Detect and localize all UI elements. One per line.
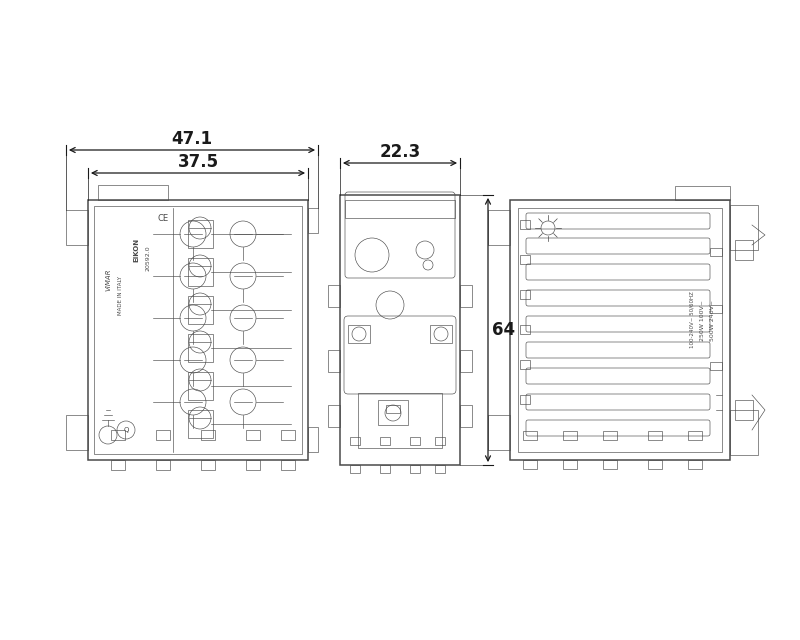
Bar (328, 285, 340, 307)
Bar (66, 210, 88, 245)
Bar (111, 460, 125, 470)
Bar (435, 465, 445, 473)
Bar (386, 405, 400, 413)
Bar (730, 205, 758, 250)
Bar (188, 372, 213, 400)
Bar (66, 415, 88, 450)
Bar (378, 400, 408, 425)
Bar (111, 430, 125, 440)
Bar (460, 285, 472, 307)
Bar (380, 437, 390, 445)
Bar (563, 460, 577, 469)
Bar (710, 362, 722, 370)
Bar (603, 431, 617, 440)
Bar (188, 220, 213, 248)
Text: VIMAR: VIMAR (105, 269, 111, 291)
Bar (188, 258, 213, 286)
Bar (648, 460, 662, 469)
Bar (710, 305, 722, 313)
Bar (281, 430, 295, 440)
Bar (520, 290, 530, 299)
Bar (328, 350, 340, 372)
Bar (520, 255, 530, 264)
Bar (460, 350, 472, 372)
Text: EIKON: EIKON (133, 238, 139, 262)
Bar (328, 405, 340, 427)
Bar (410, 465, 420, 473)
Bar (188, 296, 213, 324)
Bar (518, 208, 722, 452)
Bar (358, 393, 442, 448)
Bar (156, 460, 170, 470)
Bar (675, 186, 730, 200)
Text: 64: 64 (492, 321, 515, 339)
Bar (520, 360, 530, 369)
Bar (340, 195, 460, 465)
Text: 47.1: 47.1 (171, 130, 213, 148)
Bar (603, 460, 617, 469)
Bar (430, 325, 452, 343)
Bar (188, 410, 213, 438)
Text: 37.5: 37.5 (178, 153, 218, 171)
Bar (188, 334, 213, 362)
Bar (523, 431, 537, 440)
Bar (308, 208, 318, 233)
Bar (735, 240, 753, 260)
Bar (201, 430, 215, 440)
Bar (520, 220, 530, 229)
Bar (246, 430, 260, 440)
Text: 500W 240V~: 500W 240V~ (710, 300, 714, 340)
Bar (350, 437, 360, 445)
Bar (308, 427, 318, 452)
Bar (488, 210, 510, 245)
Bar (98, 185, 168, 200)
Bar (380, 465, 390, 473)
Bar (523, 460, 537, 469)
Bar (201, 460, 215, 470)
Bar (648, 431, 662, 440)
Bar (510, 200, 730, 460)
Bar (345, 200, 455, 218)
Bar (688, 431, 702, 440)
Text: 100-240V~ 50/60HZ: 100-240V~ 50/60HZ (690, 292, 694, 348)
Bar (688, 460, 702, 469)
Bar (520, 395, 530, 404)
Bar (410, 437, 420, 445)
Text: 20592.0: 20592.0 (146, 245, 150, 271)
Bar (281, 460, 295, 470)
Bar (246, 460, 260, 470)
Bar (563, 431, 577, 440)
Bar (730, 410, 758, 455)
Bar (94, 206, 302, 454)
Text: CE: CE (158, 214, 169, 223)
Text: MADE IN ITALY: MADE IN ITALY (118, 275, 122, 314)
Bar (488, 415, 510, 450)
Bar (435, 437, 445, 445)
Bar (710, 248, 722, 256)
Text: 250W 100V~: 250W 100V~ (699, 300, 705, 340)
Bar (735, 400, 753, 420)
Bar (348, 325, 370, 343)
Text: 22.3: 22.3 (379, 143, 421, 161)
Bar (350, 465, 360, 473)
Text: Q: Q (123, 427, 129, 433)
Bar (156, 430, 170, 440)
Bar (88, 200, 308, 460)
Bar (460, 405, 472, 427)
Bar (520, 325, 530, 334)
